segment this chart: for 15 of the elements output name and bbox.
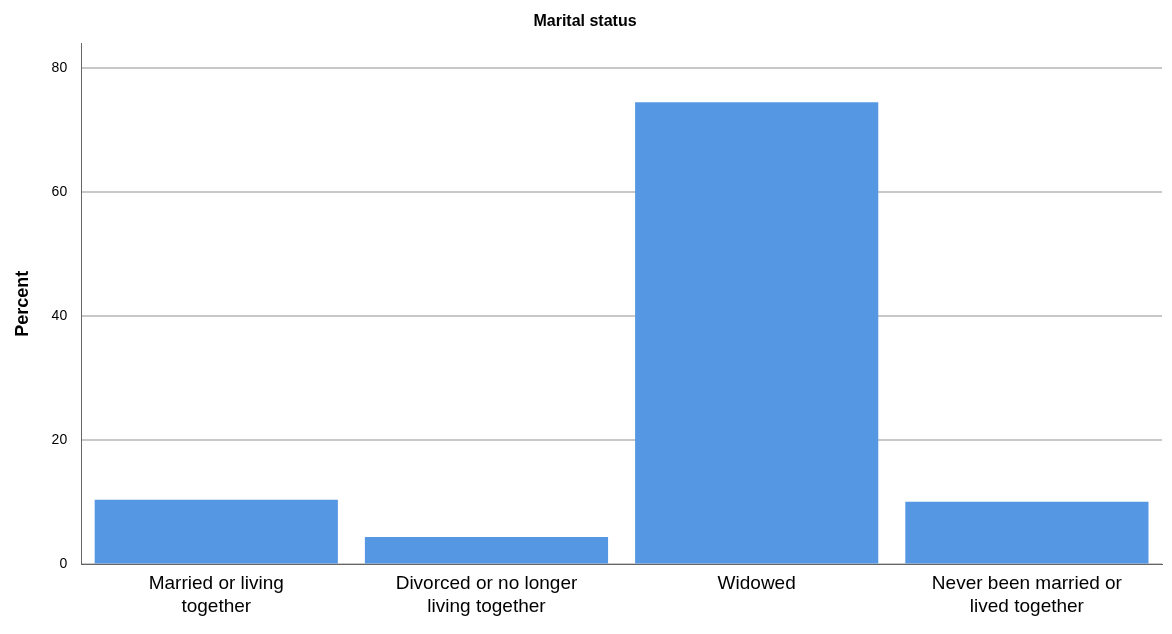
x-tick-label: Married or living together (148, 572, 284, 616)
y-tick-label: 0 (59, 555, 68, 572)
bar (364, 537, 609, 564)
bar (905, 501, 1149, 564)
y-axis-title: Percent (11, 270, 32, 337)
bar (635, 102, 879, 564)
y-tick-label: 60 (51, 182, 68, 199)
y-tick-label: 40 (51, 307, 68, 324)
bar (94, 499, 338, 564)
x-tick-label: Widowed (717, 572, 796, 594)
y-tick-label: 80 (51, 58, 68, 75)
y-tick-label: 20 (51, 431, 68, 448)
x-tick-label: Divorced or no longer living together (395, 572, 578, 616)
x-tick-label: Never been married or lived together (931, 572, 1123, 616)
chart-title: Marital status (533, 12, 637, 30)
